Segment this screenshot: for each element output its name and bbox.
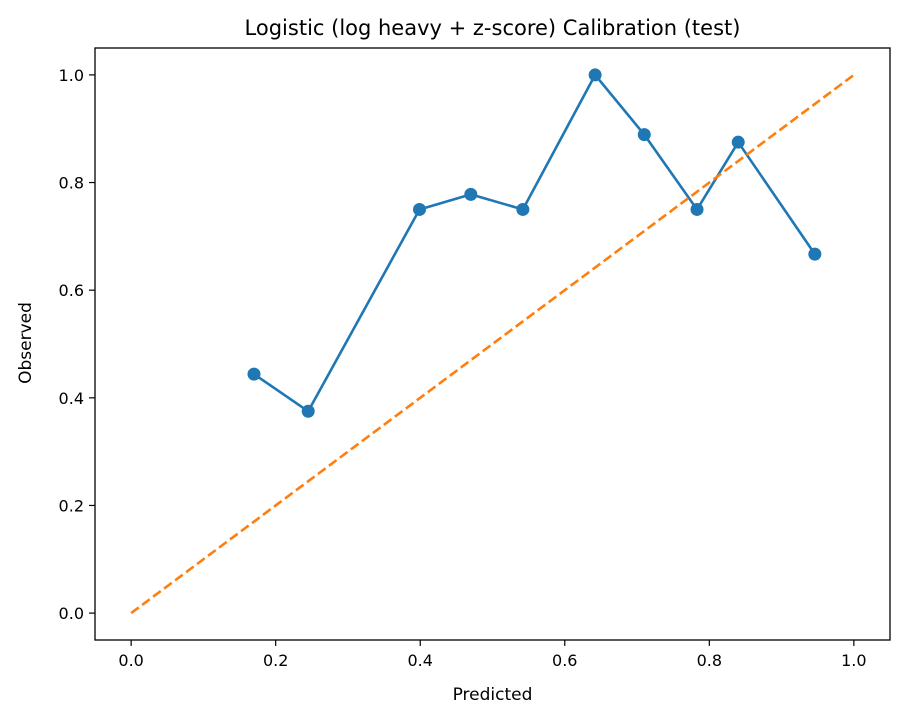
x-tick-label: 0.0	[118, 651, 143, 670]
x-tick-label: 0.8	[697, 651, 722, 670]
y-tick-label: 1.0	[59, 66, 84, 85]
calibration-point	[247, 367, 261, 381]
calibration-point	[301, 404, 315, 418]
plot-area	[130, 68, 855, 615]
y-tick-label: 0.8	[59, 174, 84, 193]
x-tick-label: 0.2	[263, 651, 288, 670]
chart-title: Logistic (log heavy + z-score) Calibrati…	[245, 16, 741, 40]
axes: 0.0 0.2 0.4 0.6 0.8 1.0 0.0 0.2 0.4 0.6 0.8 1.0	[59, 47, 891, 670]
y-tick-label: 0.4	[59, 389, 84, 408]
y-axis-label: Observed	[16, 302, 36, 384]
x-tick-label: 0.6	[552, 651, 577, 670]
y-tick-label: 0.6	[59, 281, 84, 300]
axes-frame	[94, 47, 891, 641]
calibration-point	[690, 202, 704, 216]
calibration-point	[464, 187, 478, 201]
y-tick-label: 0.0	[59, 604, 84, 623]
calibration-point	[516, 202, 530, 216]
calibration-point	[637, 128, 651, 142]
calibration-point	[808, 247, 822, 261]
x-tick-label: 0.4	[408, 651, 433, 670]
x-tick-label: 1.0	[841, 651, 866, 670]
calibration-point	[588, 68, 602, 82]
calibration-point	[413, 202, 427, 216]
x-axis-label: Predicted	[453, 685, 533, 705]
y-tick-label: 0.2	[59, 496, 84, 515]
calibration-point	[731, 135, 745, 149]
